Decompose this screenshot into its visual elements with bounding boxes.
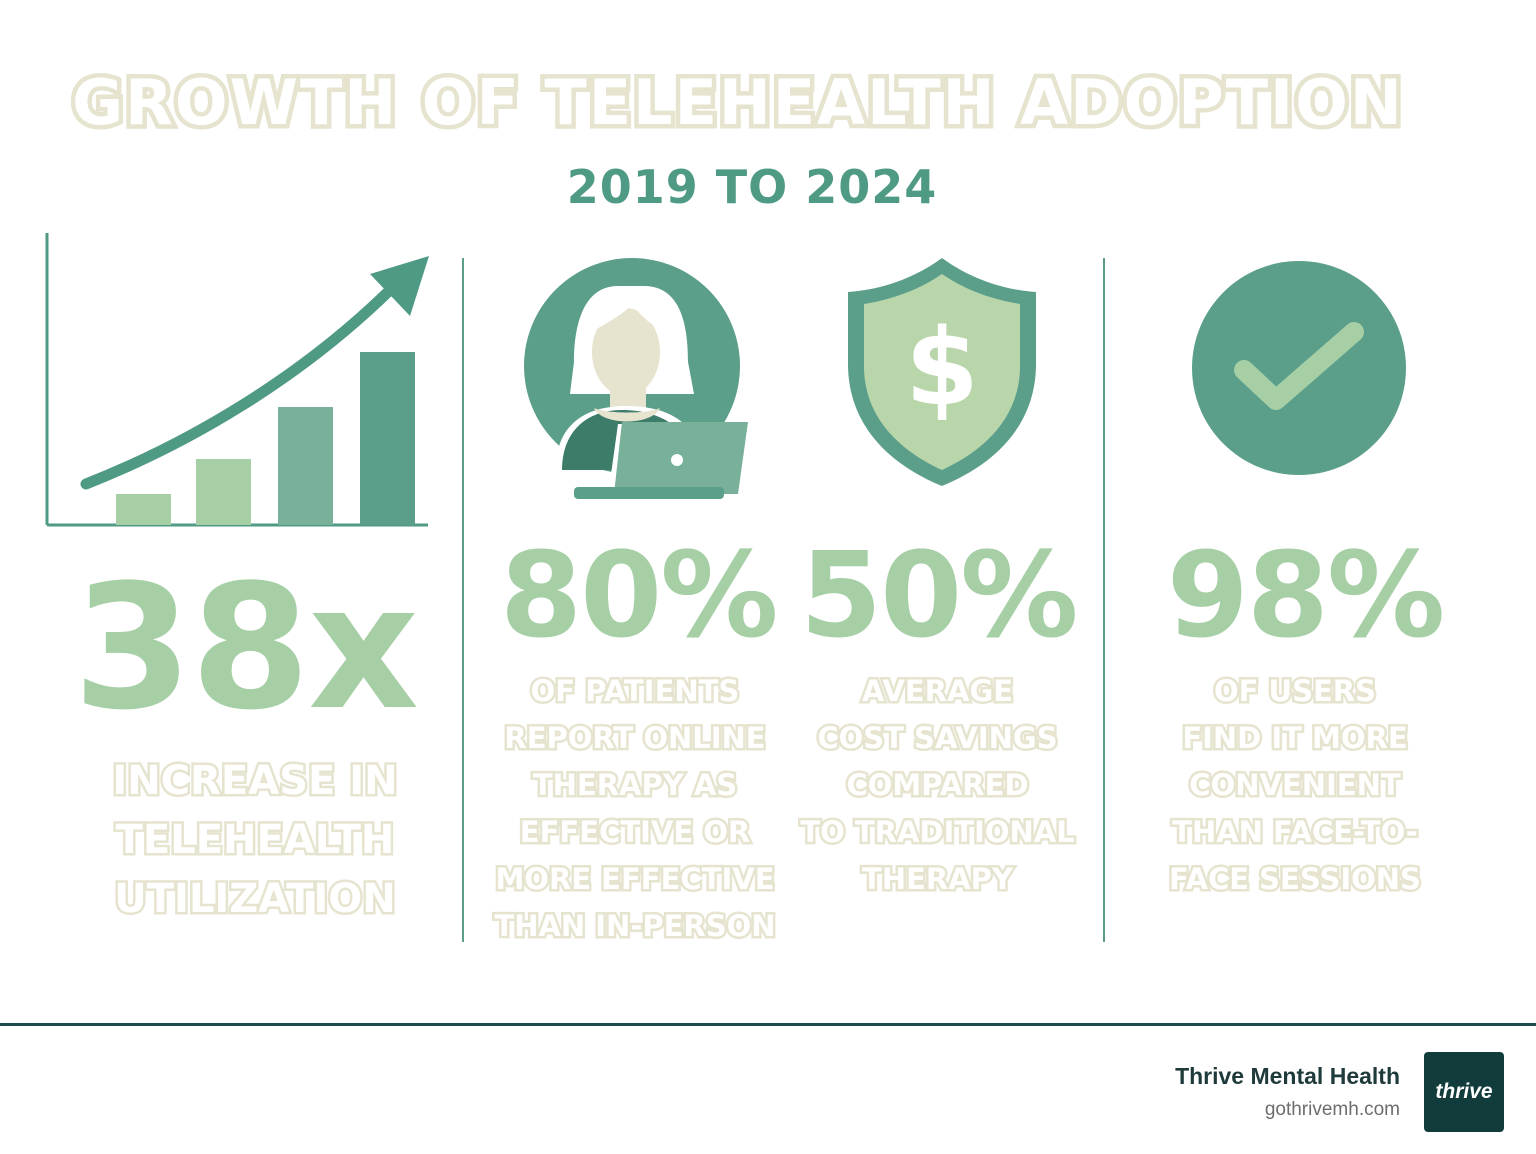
stat-value-80-percent: 80% xyxy=(500,526,778,664)
description-line: OF USERS xyxy=(1211,672,1378,711)
shield-dollar-icon: $ xyxy=(848,258,1036,486)
description-line: REPORT ONLINE xyxy=(502,719,768,758)
description-line: THERAPY xyxy=(860,860,1016,899)
description-line: TELEHEALTH xyxy=(113,815,397,866)
description-line: EFFECTIVE OR xyxy=(517,813,752,852)
stat-value-50-percent: 50% xyxy=(800,526,1078,664)
description-line: FACE SESSIONS xyxy=(1167,860,1424,899)
description-line: MORE EFFECTIVE xyxy=(493,860,777,899)
description-line: COMPARED xyxy=(844,766,1031,805)
description-line: INCREASE IN xyxy=(110,756,400,807)
logo-text: thrive xyxy=(1435,1080,1493,1103)
description-line: THAN FACE-TO- xyxy=(1170,813,1421,852)
description-line: TO TRADITIONAL xyxy=(798,813,1077,852)
brand-logo: thrive xyxy=(1424,1052,1504,1132)
description-line: FIND IT MORE xyxy=(1180,719,1410,758)
bar-chart-growth-icon xyxy=(45,233,429,527)
column-divider-2 xyxy=(1103,258,1105,942)
svg-text:$: $ xyxy=(905,306,979,429)
stat-description-50-percent: AVERAGE COST SAVINGS COMPARED TO TRADITI… xyxy=(785,668,1090,903)
column-divider-1 xyxy=(462,258,464,942)
brand-url[interactable]: gothrivemh.com xyxy=(1264,1099,1400,1120)
checkmark-circle-icon xyxy=(1192,261,1406,475)
description-line: THERAPY AS xyxy=(530,766,739,805)
stat-description-98-percent: OF USERS FIND IT MORE CONVENIENT THAN FA… xyxy=(1150,668,1440,903)
stat-description-80-percent: OF PATIENTS REPORT ONLINE THERAPY AS EFF… xyxy=(485,668,785,950)
description-line: THAN IN-PERSON xyxy=(492,907,778,946)
description-line: UTILIZATION xyxy=(112,874,399,925)
description-line: CONVENIENT xyxy=(1187,766,1403,805)
page-title: GROWTH OF TELEHEALTH ADOPTION xyxy=(68,62,1406,144)
description-line: OF PATIENTS xyxy=(528,672,742,711)
brand-name: Thrive Mental Health xyxy=(1175,1063,1400,1089)
description-line: COST SAVINGS xyxy=(815,719,1060,758)
page-subtitle: 2019 TO 2024 xyxy=(566,160,938,214)
stat-value-98-percent: 98% xyxy=(1166,526,1445,664)
person-laptop-icon xyxy=(524,258,748,499)
stat-value-38x: 38x xyxy=(72,547,419,748)
description-line: AVERAGE xyxy=(859,672,1015,711)
stat-description-38x: INCREASE IN TELEHEALTH UTILIZATION xyxy=(80,752,430,929)
footer-divider xyxy=(0,1023,1536,1026)
